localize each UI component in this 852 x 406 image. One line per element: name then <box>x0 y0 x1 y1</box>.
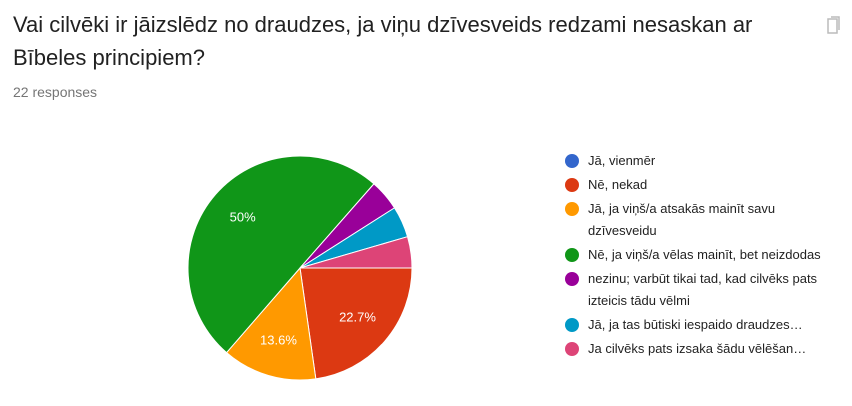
pie-slice <box>299 236 413 269</box>
copy-icon[interactable] <box>827 16 841 36</box>
legend-item: Jā, vienmēr <box>564 150 839 172</box>
legend-swatch <box>565 342 579 356</box>
legend-label: nezinu; varbūt tikai tad, kad cilvēks pa… <box>588 271 818 308</box>
slice-label: 50% <box>230 209 256 224</box>
pie-slice <box>187 155 375 354</box>
legend-item: Ja cilvēks pats izsaka šādu vēlēšan… <box>564 338 839 360</box>
legend-item: Jā, ja viņš/a atsakās mainīt savu dzīves… <box>564 198 839 242</box>
slice-label: 22.7% <box>339 309 376 324</box>
legend-item: Nē, nekad <box>564 174 839 196</box>
legend-swatch <box>565 154 579 168</box>
legend-swatch <box>565 178 579 192</box>
chart-subtitle: 22 responses <box>13 84 98 100</box>
legend-label: Nē, ja viņš/a vēlas mainīt, bet neizdoda… <box>588 247 821 262</box>
legend-swatch <box>565 272 579 286</box>
legend-swatch <box>565 318 579 332</box>
legend-label: Jā, ja viņš/a atsakās mainīt savu dzīves… <box>588 201 776 238</box>
legend-item: nezinu; varbūt tikai tad, kad cilvēks pa… <box>564 268 839 312</box>
legend-swatch <box>565 202 579 216</box>
legend-label: Nē, nekad <box>588 177 648 192</box>
slice-label: 13.6% <box>260 332 297 347</box>
legend-label: Ja cilvēks pats izsaka šādu vēlēšan… <box>588 341 807 356</box>
legend: Jā, vienmēr Nē, nekad Jā, ja viņš/a atsakā… <box>564 150 839 362</box>
legend-item: Jā, ja tas būtiski iespaido draudzes… <box>564 314 839 336</box>
legend-item: Nē, ja viņš/a vēlas mainīt, bet neizdoda… <box>564 244 839 266</box>
chart-title: Vai cilvēki ir jāizslēdz no draudzes, ja… <box>13 12 753 70</box>
legend-label: Jā, ja tas būtiski iespaido draudzes… <box>588 317 803 332</box>
legend-swatch <box>565 248 579 262</box>
pie-slice <box>225 266 317 381</box>
pie-slice <box>299 267 413 380</box>
legend-label: Jā, vienmēr <box>588 153 656 168</box>
